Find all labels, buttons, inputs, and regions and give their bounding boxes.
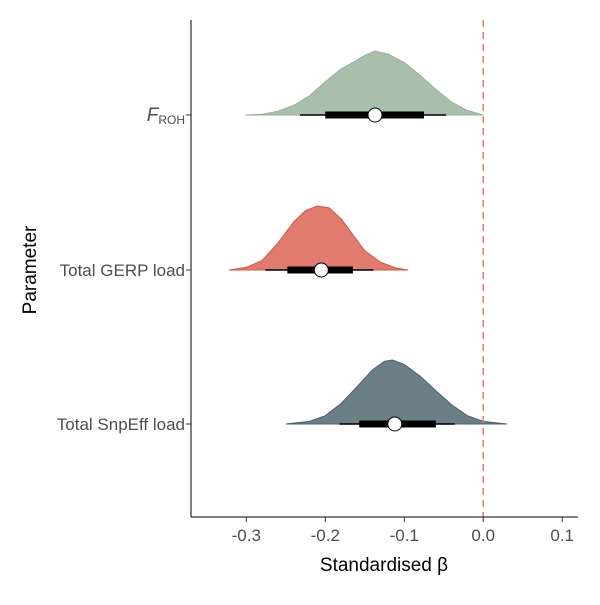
category-label-layer: FROH Total GERP load Total SnpEff load bbox=[57, 105, 185, 434]
category-label: FROH bbox=[147, 105, 185, 127]
density-0 bbox=[244, 50, 484, 116]
median-point-2 bbox=[387, 416, 403, 432]
density-2 bbox=[285, 359, 507, 425]
x-tick-label: 0.0 bbox=[471, 526, 495, 545]
x-tick-label: -0.2 bbox=[311, 526, 340, 545]
x-tick-label: 0.1 bbox=[550, 526, 574, 545]
density-1 bbox=[228, 205, 409, 271]
median-point-0 bbox=[367, 107, 383, 123]
y-axis-title: Parameter bbox=[20, 225, 41, 314]
category-label: Total SnpEff load bbox=[57, 415, 185, 434]
x-axis-title: Standardised β bbox=[320, 555, 448, 576]
axes-layer bbox=[190, 20, 578, 518]
x-tick-label: -0.3 bbox=[232, 526, 261, 545]
tick-layer: -0.3 -0.2 -0.1 0.0 0.1 bbox=[186, 114, 574, 545]
interval-layer bbox=[265, 107, 455, 432]
density-layer bbox=[228, 50, 507, 425]
category-label: Total GERP load bbox=[60, 261, 185, 280]
median-point-1 bbox=[313, 262, 329, 278]
x-tick-label: -0.1 bbox=[390, 526, 419, 545]
